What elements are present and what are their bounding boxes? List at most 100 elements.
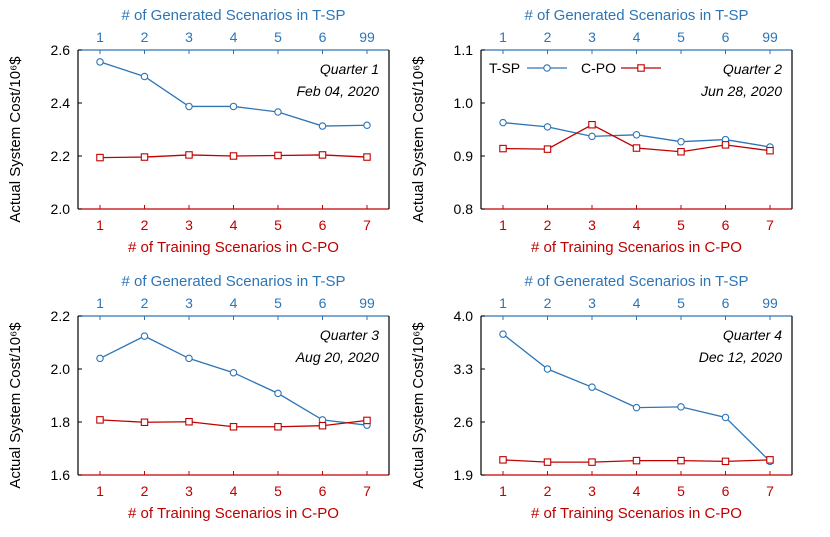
data-point-t-sp — [318, 122, 327, 130]
legend-marker-tsp — [543, 64, 551, 72]
data-point-t-sp — [229, 368, 238, 377]
y-axis-title: Actual System Cost/10⁶$ — [7, 322, 24, 489]
y-tick-label: 2.4 — [51, 95, 71, 111]
y-tick-label: 2.2 — [51, 308, 71, 324]
bottom-tick-label: 3 — [588, 217, 596, 233]
data-point-c-po — [274, 423, 282, 431]
bottom-tick-label: 1 — [499, 483, 507, 499]
x-axis-title-top: # of Generated Scenarios in T-SP — [121, 7, 345, 24]
data-point-t-sp — [229, 102, 238, 111]
x-axis-title-top: # of Generated Scenarios in T-SP — [524, 273, 748, 290]
data-point-c-po — [721, 141, 730, 149]
top-tick-label: 5 — [677, 29, 685, 45]
top-tick-label: 3 — [588, 295, 596, 311]
data-point-t-sp — [140, 332, 149, 340]
top-tick-label: 99 — [762, 29, 778, 45]
data-point-c-po — [140, 153, 149, 161]
data-point-t-sp — [140, 72, 149, 81]
y-tick-label: 1.8 — [51, 414, 71, 430]
top-tick-label: 99 — [359, 295, 375, 311]
top-tick-label: 3 — [185, 295, 193, 311]
bottom-tick-label: 3 — [588, 483, 596, 499]
data-point-c-po — [363, 416, 371, 425]
data-point-t-sp — [543, 365, 552, 373]
data-point-c-po — [185, 151, 193, 159]
data-point-t-sp — [499, 330, 507, 338]
top-tick-label: 3 — [588, 29, 596, 45]
top-tick-label: 99 — [762, 295, 778, 311]
data-point-c-po — [499, 456, 507, 464]
top-tick-label: 2 — [141, 29, 149, 45]
bottom-tick-label: 5 — [677, 217, 685, 233]
y-tick-label: 1.9 — [454, 467, 474, 483]
data-point-c-po — [318, 421, 327, 430]
data-point-t-sp — [632, 131, 641, 139]
data-point-c-po — [499, 144, 507, 153]
top-tick-label: 99 — [359, 29, 375, 45]
bottom-tick-label: 2 — [544, 217, 552, 233]
data-point-t-sp — [96, 58, 104, 66]
bottom-tick-label: 7 — [766, 483, 774, 499]
bottom-tick-label: 5 — [274, 217, 282, 233]
bottom-tick-label: 4 — [633, 217, 641, 233]
quarter-label: Quarter 2 — [723, 61, 782, 77]
y-tick-label: 1.1 — [454, 42, 474, 58]
chart-panel-4: 1.9 2.6 3.3 4.0 1 2 3 4 5 6 7 1 2 3 4 5 6 99 # of Training… — [410, 273, 793, 522]
legend-label-tsp: T-SP — [489, 60, 520, 76]
top-tick-label: 4 — [230, 29, 238, 45]
data-point-c-po — [274, 151, 282, 160]
data-point-c-po — [677, 456, 685, 465]
x-axis-title-top: # of Generated Scenarios in T-SP — [121, 273, 345, 290]
data-point-c-po — [543, 145, 552, 153]
top-tick-label: 6 — [319, 29, 327, 45]
legend-marker-cpo — [637, 64, 645, 72]
top-tick-label: 5 — [274, 295, 282, 311]
x-axis-title-bottom: # of Training Scenarios in C-PO — [531, 505, 742, 522]
data-point-t-sp — [274, 389, 282, 398]
data-point-c-po — [766, 146, 774, 155]
bottom-tick-label: 6 — [319, 483, 327, 499]
y-axis-title: Actual System Cost/10⁶$ — [7, 56, 24, 223]
top-tick-label: 4 — [633, 29, 641, 45]
top-tick-label: 2 — [141, 295, 149, 311]
y-tick-label: 4.0 — [454, 308, 474, 324]
quarter-label: Quarter 3 — [320, 327, 379, 343]
y-tick-label: 2.0 — [51, 201, 71, 217]
top-tick-label: 6 — [722, 295, 730, 311]
bottom-tick-label: 1 — [499, 217, 507, 233]
bottom-tick-label: 7 — [363, 483, 371, 499]
bottom-tick-label: 7 — [766, 217, 774, 233]
top-tick-label: 2 — [544, 295, 552, 311]
bottom-tick-label: 2 — [544, 483, 552, 499]
data-point-c-po — [543, 458, 552, 466]
data-point-c-po — [229, 152, 238, 160]
top-tick-label: 1 — [96, 295, 104, 311]
y-tick-label: 2.2 — [51, 148, 71, 164]
data-point-c-po — [185, 417, 193, 426]
bottom-tick-label: 2 — [141, 217, 149, 233]
top-tick-label: 3 — [185, 29, 193, 45]
x-axis-title-bottom: # of Training Scenarios in C-PO — [128, 239, 339, 256]
top-tick-label: 2 — [544, 29, 552, 45]
y-tick-label: 3.3 — [454, 361, 474, 377]
y-tick-label: 2.0 — [51, 361, 71, 377]
data-point-c-po — [318, 151, 327, 159]
quarter-label: Quarter 1 — [320, 61, 379, 77]
data-point-t-sp — [185, 354, 193, 363]
bottom-tick-label: 1 — [96, 217, 104, 233]
top-tick-label: 1 — [499, 29, 507, 45]
chart-panel-2: 0.8 0.9 1.0 1.1 1 2 3 4 5 6 7 1 2 3 4 5 6 99 # of Training… — [410, 7, 793, 256]
y-tick-label: 1.0 — [454, 95, 474, 111]
top-tick-label: 4 — [633, 295, 641, 311]
bottom-tick-label: 3 — [185, 217, 193, 233]
bottom-tick-label: 2 — [141, 483, 149, 499]
legend: T-SP C-PO — [489, 60, 661, 76]
data-point-c-po — [632, 144, 641, 152]
bottom-tick-label: 6 — [722, 483, 730, 499]
data-point-t-sp — [499, 118, 507, 127]
bottom-tick-label: 5 — [677, 483, 685, 499]
bottom-tick-label: 4 — [230, 483, 238, 499]
top-tick-label: 4 — [230, 295, 238, 311]
